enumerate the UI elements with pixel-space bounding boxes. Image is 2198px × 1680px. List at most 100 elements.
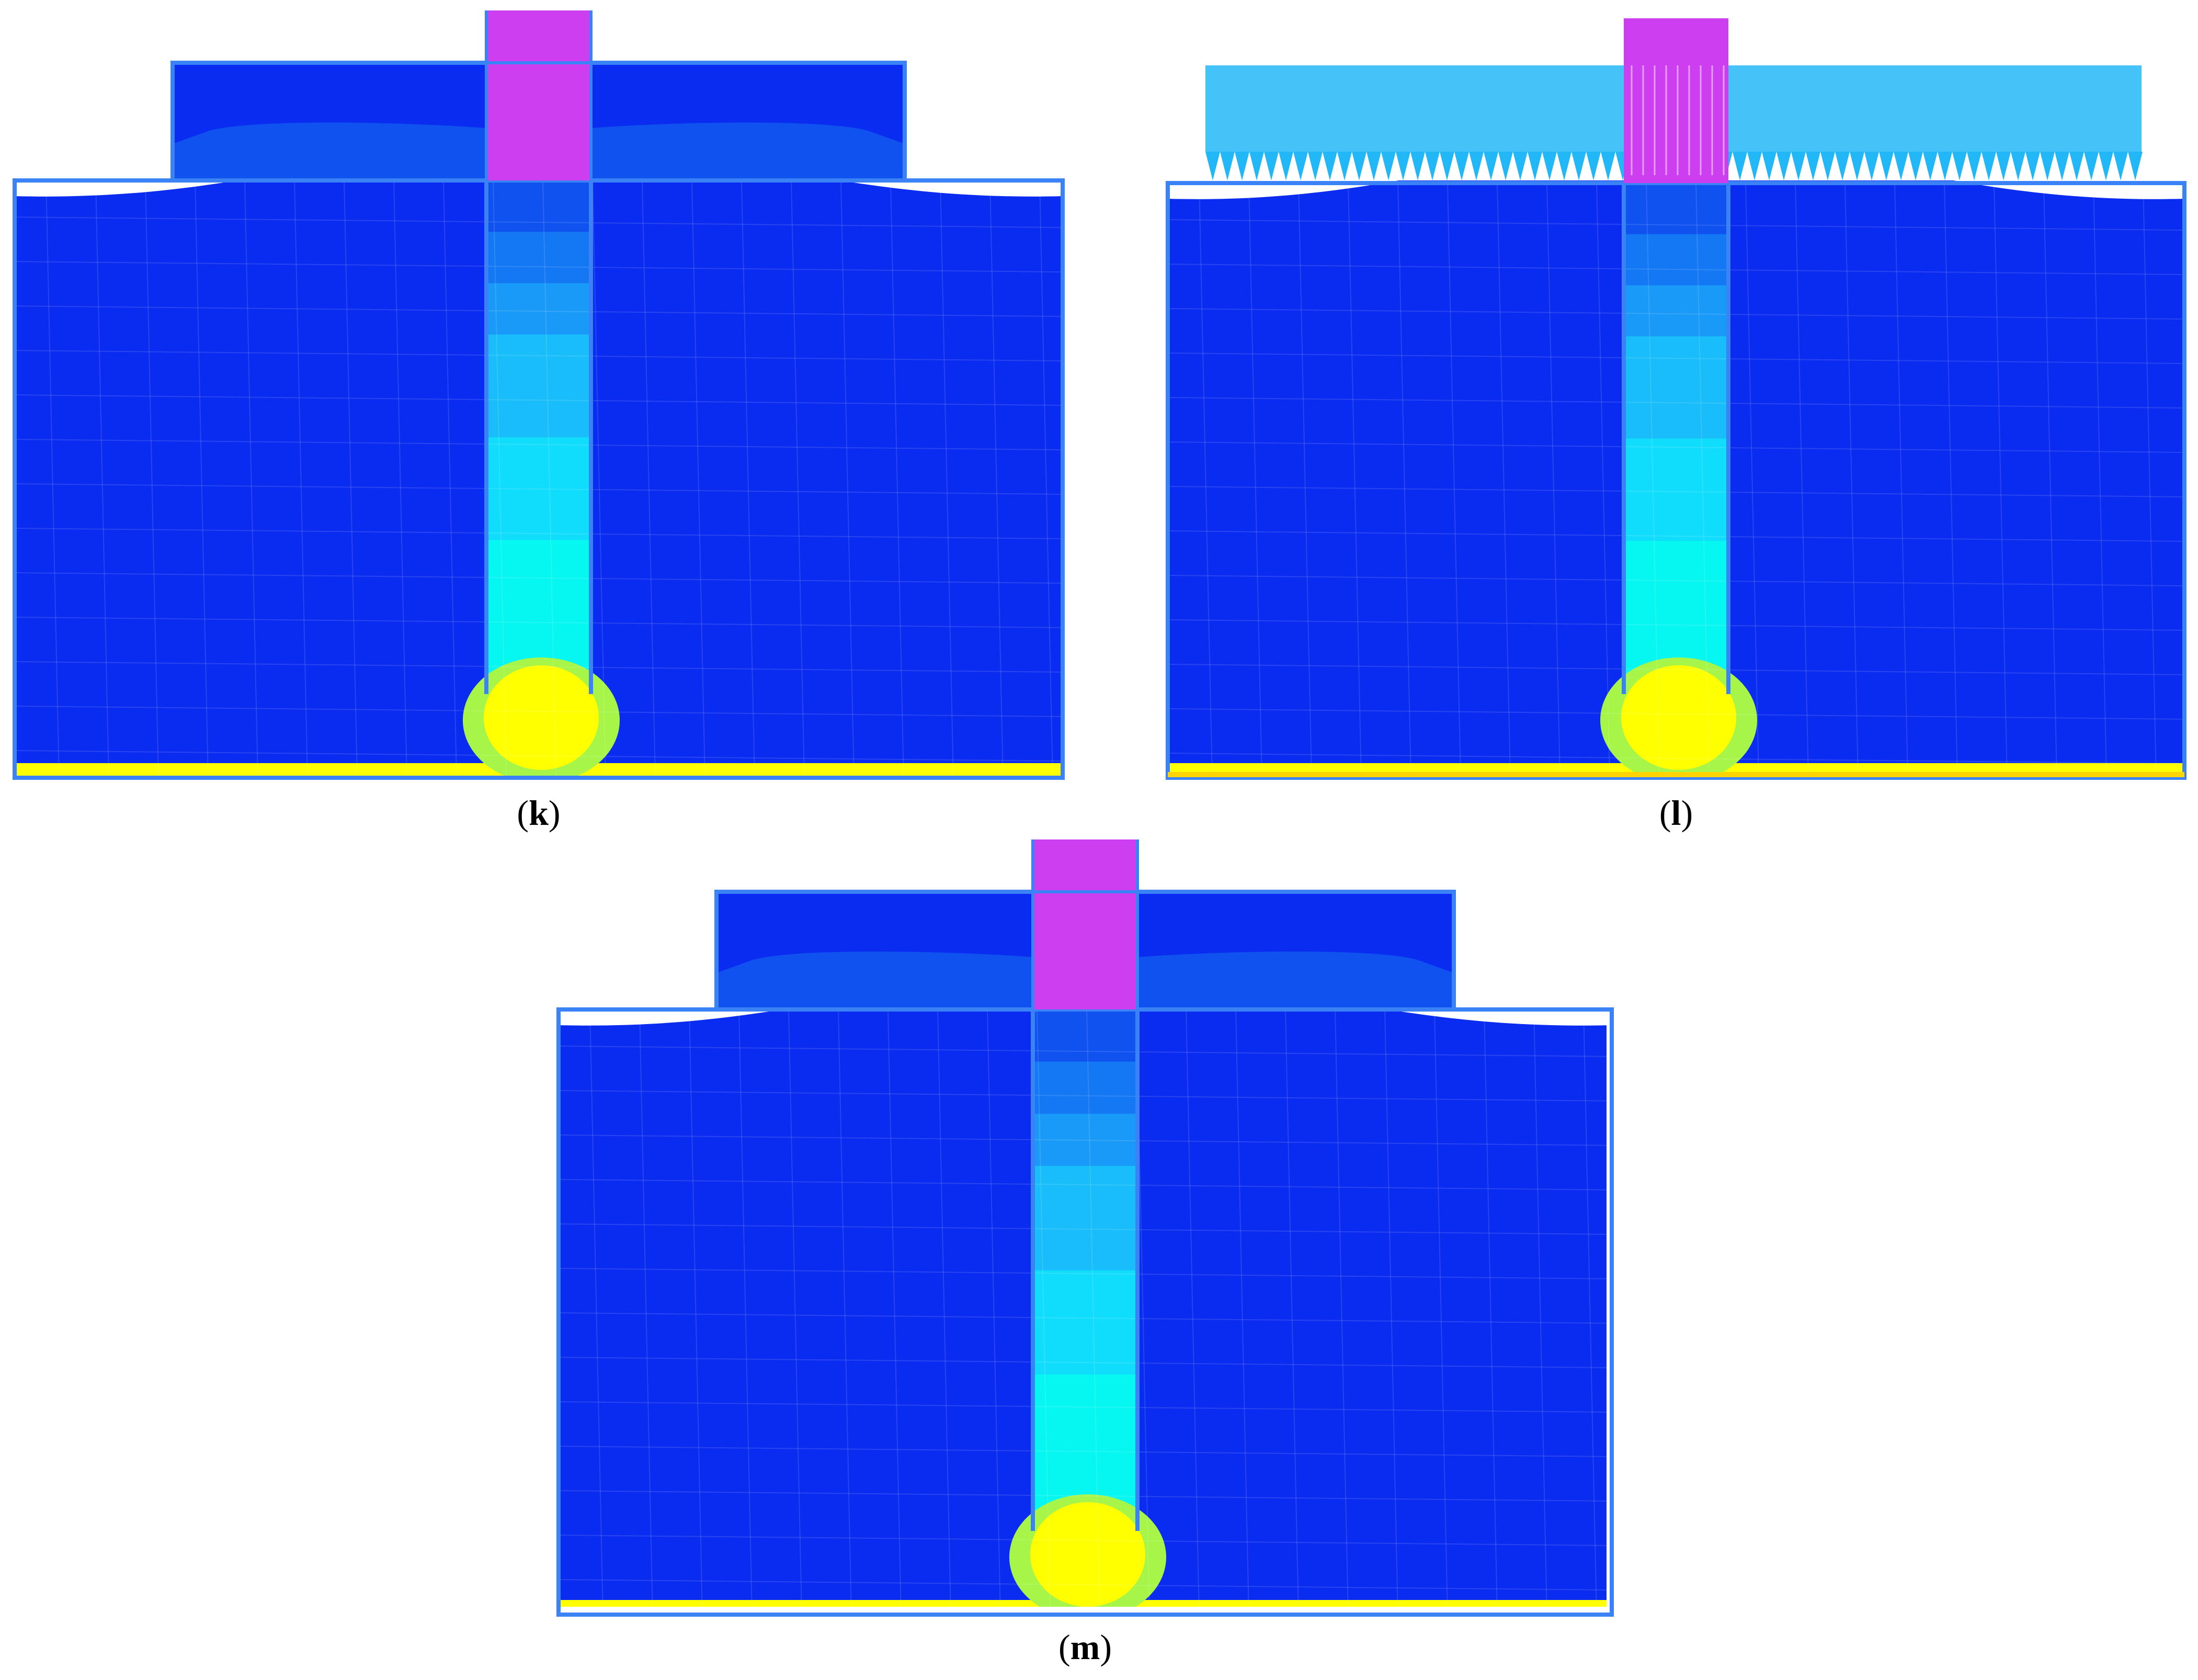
load-arrow [1879,152,1894,180]
cap-band [1137,951,1454,1009]
load-arrow [1323,152,1337,180]
contour-plot-k [13,10,1065,780]
pile-head-outline [1031,839,1139,1009]
load-arrow [2128,152,2143,180]
pile-outline [1622,183,1730,694]
caption-letter-k: k [529,793,549,833]
contour-plot-m [556,839,1614,1617]
load-arrow [1396,152,1410,180]
pile-band [1624,387,1728,439]
pile-band [1624,490,1728,541]
soil-body [559,1009,1607,1607]
load-arrow [1308,152,1323,180]
pile-head-outline [485,10,593,180]
soil-body [15,180,1063,778]
load-arrow [1498,152,1513,180]
contour-panel-m [554,837,1616,1619]
load-arrow [1235,152,1249,180]
load-arrow [1996,152,2011,180]
pile-band [486,385,591,438]
pile-band [1624,234,1728,286]
pile-band [486,437,591,490]
load-arrow [1776,152,1791,180]
load-arrow [1601,152,1615,180]
contour-panel-l [1164,8,2189,782]
load-arrow [1220,152,1235,180]
pile-band [486,334,591,387]
load-arrow [1513,152,1528,180]
load-arrow [1747,152,1762,180]
pile-band [1033,1061,1137,1115]
load-arrow [1528,152,1542,180]
load-arrow [2113,152,2128,180]
pile-head [1033,839,1137,1009]
pile-band [1624,183,1728,235]
pile-outline [1031,1009,1140,1531]
load-arrow [1850,152,1864,180]
load-arrow [1791,152,1806,180]
caption-letter-l: l [1671,793,1681,833]
load-arrow [2040,152,2055,180]
load-arrow [1352,152,1366,180]
load-arrow [1806,152,1820,180]
pile-head [486,10,591,180]
pile-band [1033,1218,1137,1271]
mesh-lines [559,1009,1607,1607]
soil-body [1168,180,2185,778]
pile-head [1624,18,1728,183]
pile-band [1033,1374,1137,1427]
load-arrow [1484,152,1498,180]
load-arrow [1366,152,1381,180]
pile-band [1624,438,1728,491]
load-arrow [1425,152,1440,180]
pile-band [486,540,591,592]
pile-band [1624,592,1728,644]
load-arrow [1205,152,1220,180]
pile-head-arrows [1631,65,1725,175]
load-arrow [1410,152,1425,180]
mesh-lines [1168,183,2185,778]
load-arrow [2069,152,2084,180]
load-arrow [1835,152,1850,180]
load-arrow [2084,152,2099,180]
pile-band [1033,1270,1137,1323]
load-arrow [1938,152,1952,180]
load-arrow [1469,152,1484,180]
load-arrow [2055,152,2069,180]
pile-band [486,591,591,643]
load-arrow [1381,152,1396,180]
pile-band [1624,336,1728,388]
load-arrow [1923,152,1938,180]
load-arrow [1454,152,1469,180]
pile-band [1033,1426,1137,1480]
caption-k: (k) [517,793,561,833]
load-arrow [2011,152,2025,180]
pile-band [1033,1166,1137,1219]
stress-bulb [1030,1502,1145,1607]
load-arrow [1279,152,1293,180]
caption-l: (l) [1659,793,1693,833]
pile-band [1624,285,1728,337]
load-arrow [2025,152,2040,180]
load-arrow [1820,152,1835,180]
load-arrow [1557,152,1571,180]
pile-band [486,232,591,284]
cap-band [173,122,486,180]
load-arrow [1249,152,1264,180]
load-arrow [1337,152,1352,180]
caption-m: (m) [1058,1627,1112,1667]
cap-band [716,951,1033,1009]
pile-band [1624,540,1728,593]
pile-band [1033,1114,1137,1167]
stress-bulb [484,665,599,770]
load-arrow [1440,152,1454,180]
cap-band [591,122,905,180]
load-arrow [1981,152,1996,180]
mesh-lines [15,180,1063,778]
pile-band [486,283,591,335]
contour-plot-l [1166,18,2186,780]
pile-outline [484,180,593,694]
load-arrow [1733,152,1747,180]
load-arrow [1264,152,1279,180]
load-arrow [1864,152,1879,180]
